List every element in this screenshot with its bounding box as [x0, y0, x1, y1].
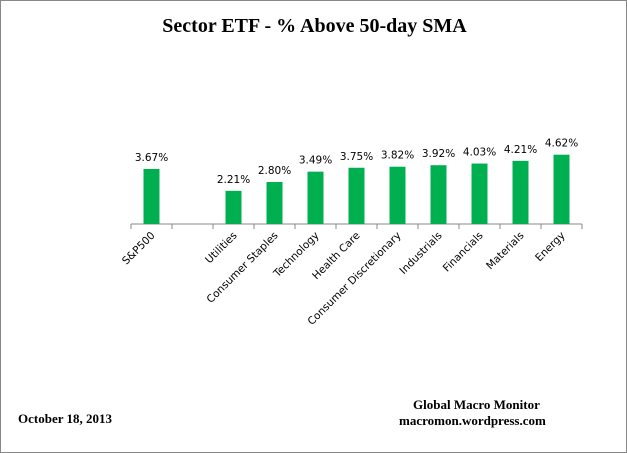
bar: [225, 190, 242, 224]
x-tick-label: Industrials: [397, 230, 444, 277]
bar: [471, 163, 488, 224]
bar: [143, 168, 160, 224]
x-tick-label: S&P500: [120, 230, 158, 268]
bar: [266, 182, 283, 224]
bar: [553, 154, 570, 224]
data-label: 3.75%: [340, 151, 373, 163]
data-label: 3.49%: [299, 155, 332, 167]
x-tick-label: Energy: [533, 230, 567, 264]
data-label: 4.62%: [545, 138, 578, 150]
data-label: 3.92%: [422, 148, 455, 160]
data-label: 3.67%: [135, 152, 168, 164]
data-label: 4.03%: [463, 147, 496, 159]
chart-title: Sector ETF - % Above 50-day SMA: [162, 15, 467, 37]
plot-area: 3.67% S&P500 2.21% Utilities 2.80% Consumer S…: [120, 138, 583, 328]
bar: [348, 167, 365, 224]
data-label: 3.82%: [381, 150, 414, 162]
x-tick-label: Materials: [484, 230, 527, 273]
data-label: 2.21%: [217, 174, 250, 186]
x-tick-label: Utilities: [203, 230, 239, 266]
bar: [307, 171, 324, 224]
x-tick-label: Consumer Staples: [205, 230, 281, 306]
data-label: 4.21%: [504, 144, 537, 156]
x-tick-label: Financials: [441, 230, 486, 275]
date-label: October 18, 2013: [18, 411, 112, 426]
bar: [389, 166, 406, 224]
bar: [512, 160, 529, 224]
source-name: Global Macro Monitor: [413, 397, 540, 412]
bar: [430, 165, 447, 224]
data-label: 2.80%: [258, 165, 291, 177]
source-url: macromon.wordpress.com: [399, 413, 546, 428]
